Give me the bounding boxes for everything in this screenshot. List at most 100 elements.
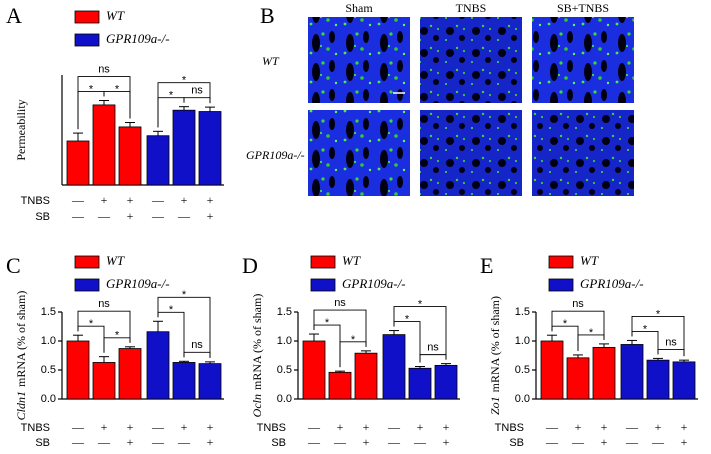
y-tick-label: 0.5 bbox=[41, 364, 56, 376]
error-bar bbox=[441, 363, 451, 366]
bar-chart: A Permeability WT GPR109a-/- * * ns * ns * TNBS — + +… bbox=[6, 3, 224, 223]
y-tick-label: 1.0 bbox=[515, 335, 530, 347]
treatment-mark: — bbox=[71, 193, 85, 207]
error-bar bbox=[627, 339, 637, 345]
y-axis-label-part: Cldn1 bbox=[14, 391, 28, 420]
panel-letter: C bbox=[6, 253, 21, 278]
y-tick-label: 0.5 bbox=[515, 364, 530, 376]
treatment-mark: + bbox=[363, 435, 370, 449]
treatment-mark: — bbox=[71, 435, 85, 449]
y-axis-label: Ocln mRNA (% of sham) bbox=[250, 294, 264, 418]
error-bar bbox=[73, 132, 83, 141]
legend-swatch bbox=[74, 10, 100, 24]
treatment-mark: — bbox=[651, 435, 665, 449]
treatment-mark: — bbox=[571, 435, 585, 449]
y-tick-label: 1.0 bbox=[41, 335, 56, 347]
error-bar bbox=[125, 346, 135, 349]
legend-swatch bbox=[548, 255, 574, 269]
bar bbox=[592, 346, 616, 400]
row-label: GPR109a-/- bbox=[246, 148, 305, 162]
significance-bracket bbox=[157, 296, 211, 358]
treatment-mark: + bbox=[443, 420, 450, 434]
legend-label: WT bbox=[106, 253, 125, 268]
bar bbox=[92, 104, 116, 186]
bar bbox=[382, 334, 406, 400]
treatment-mark: — bbox=[177, 435, 191, 449]
treatment-mark: + bbox=[601, 435, 608, 449]
treatment-mark: — bbox=[71, 420, 85, 434]
error-bar bbox=[73, 334, 83, 341]
legend-label: WT bbox=[106, 8, 125, 23]
bar bbox=[540, 340, 564, 400]
error-bar bbox=[679, 359, 689, 362]
legend-label: WT bbox=[342, 253, 361, 268]
error-bar bbox=[205, 106, 215, 112]
significance-label: * bbox=[325, 317, 330, 329]
treatment-mark: — bbox=[545, 435, 559, 449]
bar-chart: C Cldn1 mRNA (% of sham) 0.0 0.5 1.0 1.5 WT GPR1… bbox=[6, 253, 224, 449]
panel-b: B Sham TNBS SB+TNBS WT GPR109a-/- bbox=[246, 1, 634, 196]
error-bar bbox=[415, 366, 425, 369]
y-axis-label-part: mRNA (% of sham) bbox=[488, 296, 502, 392]
treatment-name: SB bbox=[509, 437, 524, 449]
column-label: SB+TNBS bbox=[557, 1, 609, 15]
treatment-mark: — bbox=[71, 209, 85, 223]
panel-letter: A bbox=[6, 3, 22, 28]
treatment-mark: — bbox=[151, 420, 165, 434]
y-tick-label: 0.5 bbox=[277, 364, 292, 376]
y-tick-label: 1.5 bbox=[515, 306, 530, 318]
significance-label: * bbox=[643, 323, 648, 335]
bar bbox=[354, 352, 378, 400]
bar bbox=[66, 340, 90, 400]
significance-label: * bbox=[169, 90, 174, 102]
legend-label: GPR109a-/- bbox=[342, 276, 406, 291]
error-bar bbox=[205, 361, 215, 364]
treatment-mark: + bbox=[207, 420, 214, 434]
treatment-mark: + bbox=[681, 420, 688, 434]
treatment-mark: + bbox=[101, 420, 108, 434]
treatment-mark: + bbox=[363, 420, 370, 434]
micrograph bbox=[420, 17, 522, 103]
significance-label: * bbox=[115, 83, 120, 95]
significance-label: ns bbox=[334, 297, 346, 309]
legend-swatch bbox=[74, 278, 100, 292]
significance-label: ns bbox=[98, 63, 110, 75]
significance-label: * bbox=[89, 83, 94, 95]
significance-label: * bbox=[89, 318, 94, 330]
row-label: WT bbox=[262, 54, 280, 68]
treatment-mark: — bbox=[151, 193, 165, 207]
significance-bracket bbox=[419, 354, 447, 363]
y-axis-label-part: mRNA (% of sham) bbox=[14, 291, 28, 387]
treatment-mark: + bbox=[207, 209, 214, 223]
treatment-mark: — bbox=[177, 209, 191, 223]
treatment-mark: + bbox=[181, 193, 188, 207]
treatment-name: TNBS bbox=[21, 195, 50, 207]
error-bar bbox=[309, 333, 319, 341]
significance-label: ns bbox=[191, 85, 203, 97]
treatment-mark: + bbox=[127, 435, 134, 449]
significance-label: ns bbox=[427, 342, 439, 354]
treatment-mark: + bbox=[127, 420, 134, 434]
significance-bracket bbox=[77, 310, 131, 343]
bar-chart: E Zo1 mRNA (% of sham) 0.0 0.5 1.0 1.5 WT GPR109… bbox=[480, 253, 698, 449]
significance-label: * bbox=[169, 304, 174, 316]
y-tick-label: 1.5 bbox=[277, 306, 292, 318]
column-label: Sham bbox=[345, 1, 373, 15]
bar bbox=[672, 361, 696, 400]
treatment-mark: — bbox=[307, 435, 321, 449]
treatment-mark: — bbox=[387, 435, 401, 449]
significance-bracket bbox=[183, 97, 211, 104]
significance-label: ns bbox=[665, 336, 677, 348]
error-bar bbox=[573, 354, 583, 358]
significance-label: ns bbox=[98, 298, 110, 310]
legend-label: GPR109a-/- bbox=[106, 31, 170, 46]
treatment-name: SB bbox=[35, 211, 50, 223]
significance-bracket bbox=[313, 309, 367, 347]
y-axis-label-part: Permeability bbox=[14, 99, 28, 160]
treatment-mark: — bbox=[151, 435, 165, 449]
treatment-mark: + bbox=[207, 193, 214, 207]
y-axis-label: Permeability bbox=[14, 99, 28, 160]
column-label: TNBS bbox=[456, 1, 487, 15]
micrograph bbox=[532, 17, 634, 103]
